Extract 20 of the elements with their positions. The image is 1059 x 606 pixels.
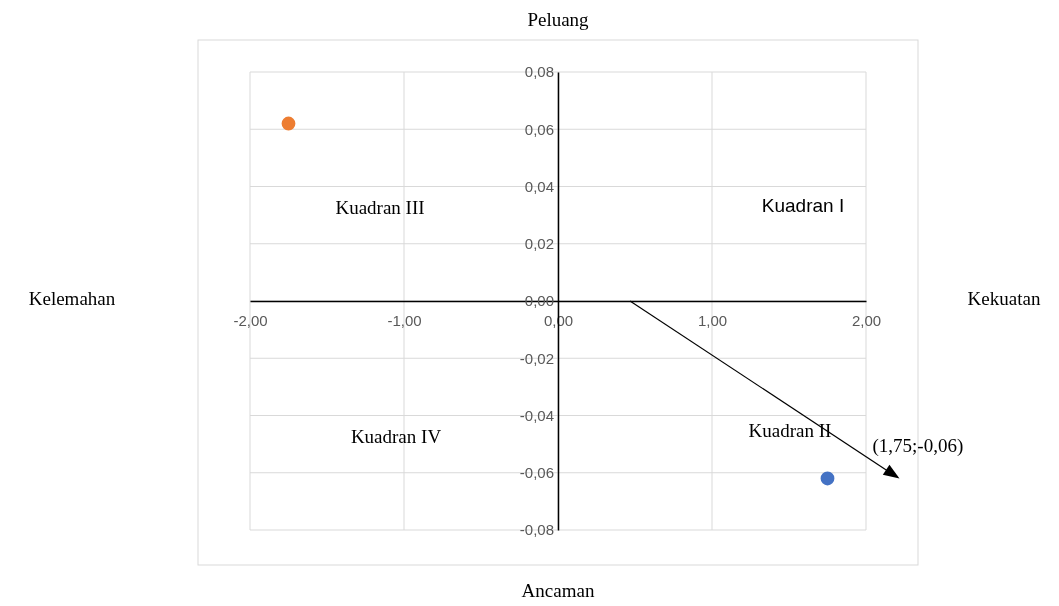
annotation: Kuadran IV xyxy=(350,426,442,447)
annotation: (1,75;-0,06) xyxy=(872,435,964,458)
text: Peluang xyxy=(527,9,590,30)
text: Ancaman xyxy=(521,580,595,601)
text: Kelemahan xyxy=(28,288,116,309)
y-tick-label: 0,06 xyxy=(524,120,554,138)
y-tick-label: -0,04 xyxy=(519,406,554,424)
x-tick-label: 2,00 xyxy=(851,311,882,329)
x-tick-label: -1,00 xyxy=(387,311,422,329)
text: Kekuatan xyxy=(967,288,1041,309)
x-tick-label: -2,00 xyxy=(233,311,268,329)
y-tick-label: -0,06 xyxy=(519,464,554,482)
y-tick-label: 0,04 xyxy=(524,177,554,195)
y-tick-label: 0,02 xyxy=(524,235,554,253)
y-tick-label: -0,08 xyxy=(519,521,554,539)
annotation: Kuadran III xyxy=(335,197,425,218)
y-tick-label: 0,08 xyxy=(524,63,554,81)
y-tick-label: -0,02 xyxy=(519,349,554,367)
x-tick-label: 1,00 xyxy=(697,311,728,329)
annotation: Kuadran I xyxy=(761,195,845,216)
